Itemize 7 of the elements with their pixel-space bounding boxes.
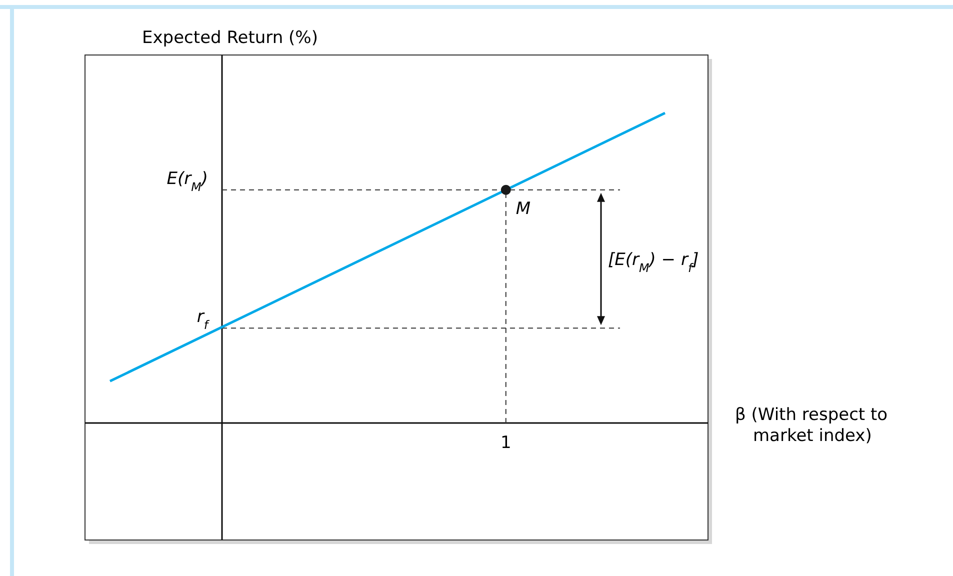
- annotation: [E(r$_{M}$) − r$_{f}$]: [608, 250, 699, 276]
- y-axis-title: Expected Return (%): [142, 28, 318, 48]
- text: 1: [500, 433, 512, 453]
- annotation: M: [516, 198, 531, 219]
- ref-line-label: E(r$_{M}$): [166, 168, 208, 194]
- ref-line-label: r$_{f}$: [196, 307, 210, 332]
- x-axis-title: β (With respect to market index): [735, 405, 888, 446]
